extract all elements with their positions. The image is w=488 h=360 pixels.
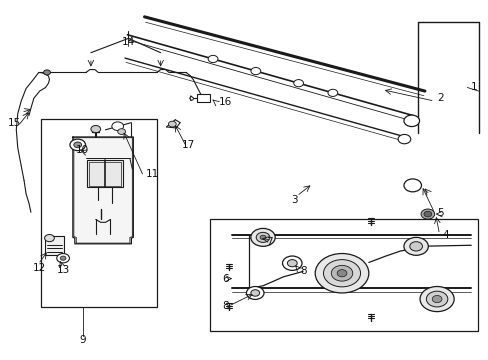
Circle shape [282,256,302,270]
Circle shape [293,80,303,87]
Circle shape [208,55,218,63]
Text: 3: 3 [290,195,297,205]
Circle shape [112,122,123,131]
Text: 1: 1 [470,82,477,93]
Text: 10: 10 [76,144,89,154]
Bar [41,119,157,307]
Circle shape [426,291,447,307]
Circle shape [256,232,269,242]
Circle shape [287,260,297,267]
Circle shape [70,139,85,150]
Text: 12: 12 [32,263,45,273]
Text: 5: 5 [436,208,443,218]
Circle shape [403,179,421,192]
Circle shape [330,265,352,281]
Text: 4: 4 [441,230,447,239]
Circle shape [250,290,259,296]
Text: 6: 6 [222,274,229,284]
Bar [87,160,122,187]
Circle shape [419,287,453,312]
Circle shape [420,209,434,219]
Text: 11: 11 [146,168,159,179]
Bar [196,94,210,102]
Circle shape [403,237,427,255]
Bar [44,235,64,255]
Circle shape [57,253,69,263]
Text: 9: 9 [79,334,86,345]
Circle shape [250,228,275,246]
Circle shape [250,67,260,75]
Circle shape [409,242,422,251]
Circle shape [315,253,368,293]
Circle shape [91,126,101,133]
Circle shape [423,211,431,217]
Text: 14: 14 [122,37,135,47]
Circle shape [397,134,410,144]
Circle shape [60,256,66,260]
Text: 8: 8 [300,266,306,276]
Text: 7: 7 [266,237,272,247]
Circle shape [74,142,81,148]
Circle shape [323,260,360,287]
Circle shape [327,89,337,96]
Text: 2: 2 [436,93,443,103]
Circle shape [431,296,441,303]
Circle shape [260,235,265,239]
Circle shape [118,129,125,134]
Circle shape [246,287,264,300]
Circle shape [403,115,419,127]
Text: 16: 16 [219,97,232,107]
Text: 17: 17 [182,140,195,150]
Circle shape [336,270,346,277]
Circle shape [44,234,54,242]
Text: 15: 15 [8,118,21,128]
Circle shape [168,121,176,127]
Bar [210,220,477,331]
Bar [89,162,121,186]
Text: 8: 8 [222,301,229,311]
Polygon shape [74,138,132,243]
Circle shape [43,70,50,75]
Text: 13: 13 [57,265,70,275]
